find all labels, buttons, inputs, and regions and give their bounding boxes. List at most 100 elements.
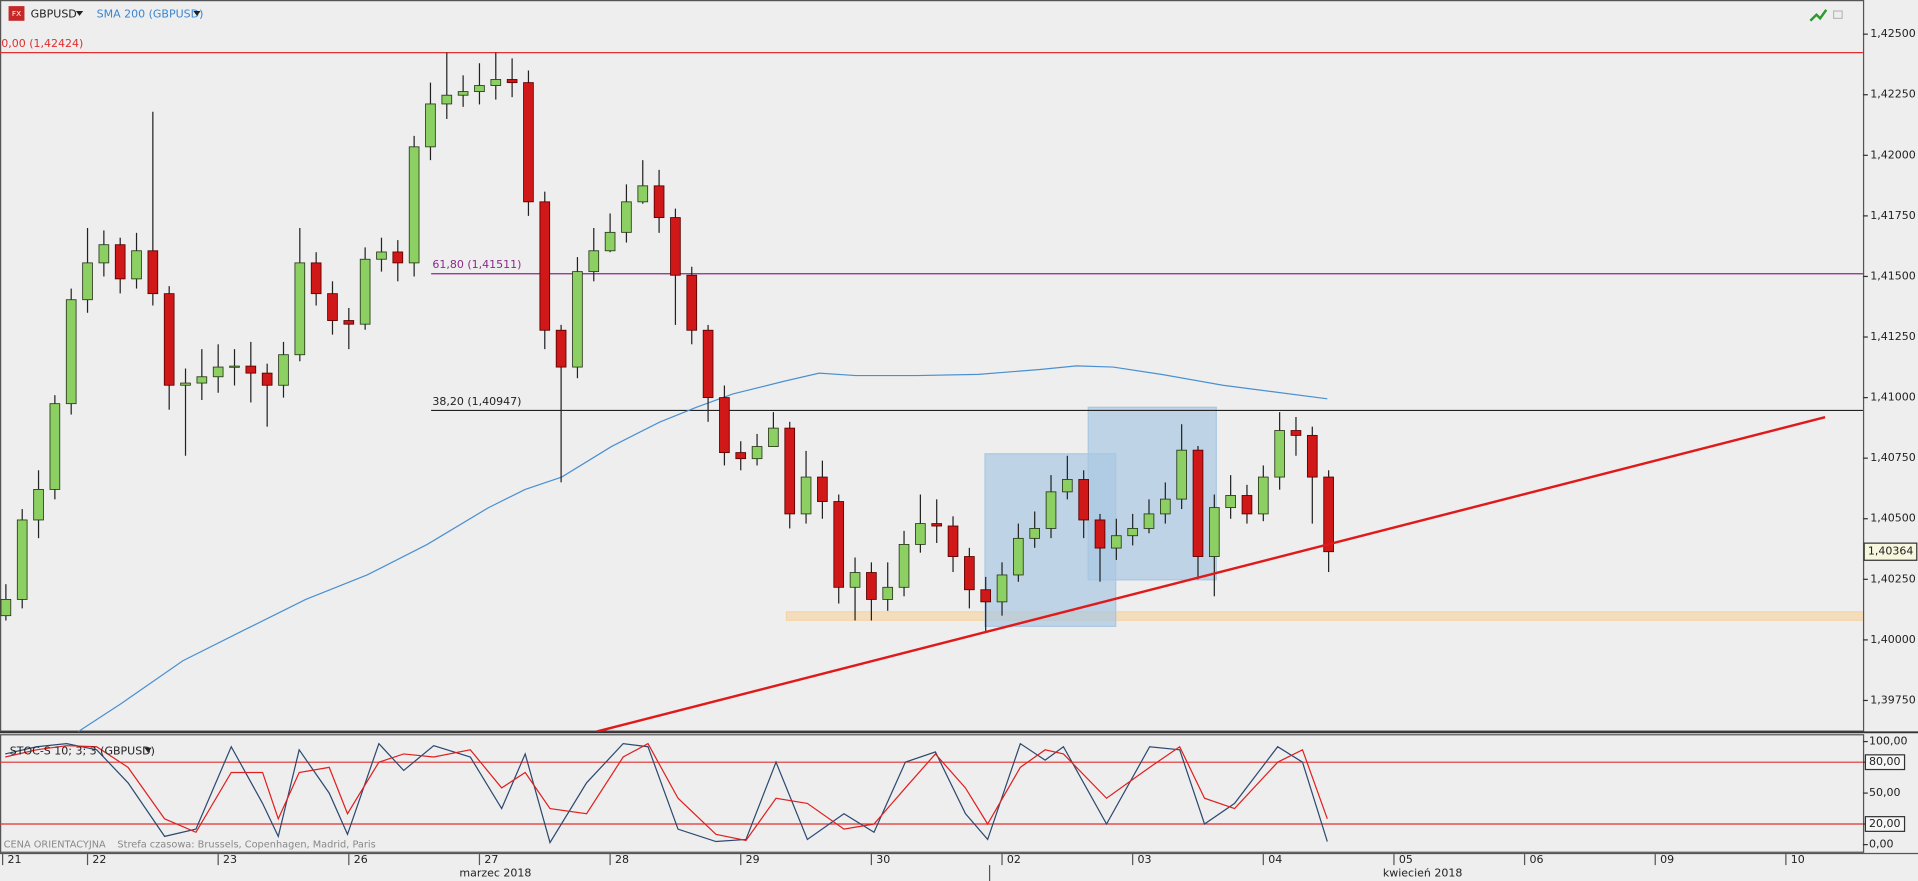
candle-body xyxy=(735,452,747,460)
candle-body xyxy=(376,251,387,260)
timezone: Strefa czasowa: Brussels, Copenhagen, Ma… xyxy=(117,839,375,850)
y-tick-label: 1,39750 xyxy=(1870,693,1915,706)
x-tick-label: 05 xyxy=(1399,853,1413,866)
candle-body xyxy=(278,354,289,386)
symbol[interactable]: GBPUSD xyxy=(31,8,77,21)
trend-icon[interactable] xyxy=(1809,9,1828,22)
level-label: 38,20 (1,40947) xyxy=(432,395,521,408)
candle-body xyxy=(245,365,257,374)
candle-body xyxy=(229,365,240,368)
candle-body xyxy=(947,525,959,557)
axes: 1,42500 1,42250 1,42000 1,41750 1,41500 1,412… xyxy=(2,27,1918,866)
y-tick-label: 0,00 xyxy=(1869,838,1893,851)
symbol-icon-text: FX xyxy=(12,9,21,18)
dropdown-arrow[interactable] xyxy=(75,11,84,16)
y-tick-label: 1,41500 xyxy=(1870,269,1915,282)
candle-body xyxy=(1160,498,1171,515)
candle-body xyxy=(114,244,126,280)
y-tick-label: 20,00 xyxy=(1869,817,1900,830)
y-tick-label: 1,40500 xyxy=(1870,512,1915,525)
y-tick-label: 1,41250 xyxy=(1870,330,1915,343)
stoch-line xyxy=(5,742,1328,845)
candle-body xyxy=(996,574,1008,603)
y-tick-label: 1,42000 xyxy=(1870,148,1915,161)
candle-body xyxy=(1045,491,1057,529)
candle-body xyxy=(359,258,371,325)
indicator-name[interactable]: SMA 200 (GBPUSD) xyxy=(97,8,204,21)
level-label: 0,00 (1,42424) xyxy=(1,37,83,50)
y-tick-label: 1,41000 xyxy=(1870,391,1915,404)
y-tick-label: 50,00 xyxy=(1869,786,1900,799)
candle-body xyxy=(212,366,224,378)
y-tick-label: 1,42250 xyxy=(1870,88,1915,101)
month-label: kwiecień 2018 xyxy=(1383,867,1463,880)
candle-body xyxy=(637,185,649,203)
x-tick-label: 29 xyxy=(746,853,760,866)
candle-body xyxy=(1290,430,1302,436)
x-tick-label: 21 xyxy=(8,853,22,866)
candle-body xyxy=(0,599,12,617)
candle-body xyxy=(768,427,779,447)
candle-body xyxy=(441,94,453,105)
candle-body xyxy=(833,501,845,588)
last-value-box xyxy=(1863,542,1918,561)
candle-body xyxy=(866,572,877,600)
candle-body xyxy=(653,185,665,219)
dropdown-arrow[interactable] xyxy=(193,11,201,16)
candle-body xyxy=(1323,476,1334,553)
candle-body xyxy=(670,217,681,276)
candle-body xyxy=(702,329,714,399)
x-tick-label: 23 xyxy=(223,853,237,866)
candle-body xyxy=(474,85,485,93)
candle-body xyxy=(1094,519,1106,549)
candle-body xyxy=(898,544,910,588)
candle-body xyxy=(1241,495,1253,515)
candle-body xyxy=(1111,535,1122,549)
candle-body xyxy=(180,382,191,386)
month-label: marzec 2018 xyxy=(459,867,531,880)
y-tick-label: 1,40750 xyxy=(1870,451,1915,464)
y-tick-box xyxy=(1864,754,1906,771)
main-plot: 0,00 (1,42424) 61,80 (1,41511) 38,20 (1,40… xyxy=(0,37,1863,732)
candle-body xyxy=(523,82,534,203)
level-label: 61,80 (1,41511) xyxy=(432,258,521,271)
candle-body xyxy=(16,519,28,600)
candle-body xyxy=(261,372,273,386)
candle-body xyxy=(1143,513,1155,529)
candle-body xyxy=(621,201,632,233)
x-tick-label: 28 xyxy=(615,853,629,866)
y-tick-box xyxy=(1864,816,1906,832)
candle-body xyxy=(686,274,698,331)
candle-body xyxy=(49,403,61,490)
candle-body xyxy=(425,103,436,148)
candle-body xyxy=(849,572,861,588)
trendline xyxy=(596,416,1826,732)
x-tick-label: 27 xyxy=(484,853,498,866)
candle-body xyxy=(1208,507,1220,557)
stoch-title[interactable]: STOC-S 10; 3; 3 (GBPUSD) xyxy=(10,744,155,757)
candle-body xyxy=(1274,430,1285,478)
candle-body xyxy=(33,488,44,521)
candle-body xyxy=(1257,476,1269,515)
candle-body xyxy=(1078,479,1089,521)
candle-body xyxy=(572,271,583,368)
x-tick-label: 30 xyxy=(876,853,890,866)
dropdown-arrow[interactable] xyxy=(144,747,152,753)
candle-body xyxy=(1029,528,1041,539)
candle-body xyxy=(800,476,812,515)
candle-body xyxy=(65,299,77,405)
candle-body xyxy=(310,262,322,295)
candle-body xyxy=(588,250,600,273)
x-tick-label: 06 xyxy=(1529,853,1543,866)
candle-body xyxy=(539,201,551,331)
stoch-plot xyxy=(0,742,1863,845)
candle-body xyxy=(294,262,306,356)
x-tick-label: 10 xyxy=(1791,853,1805,866)
x-tick-label: 03 xyxy=(1138,853,1152,866)
candle-body xyxy=(719,397,730,454)
symbol-icon[interactable] xyxy=(8,6,25,21)
candle-body xyxy=(1013,537,1024,576)
candle-body xyxy=(555,329,567,368)
panel-icon[interactable] xyxy=(1832,10,1843,19)
